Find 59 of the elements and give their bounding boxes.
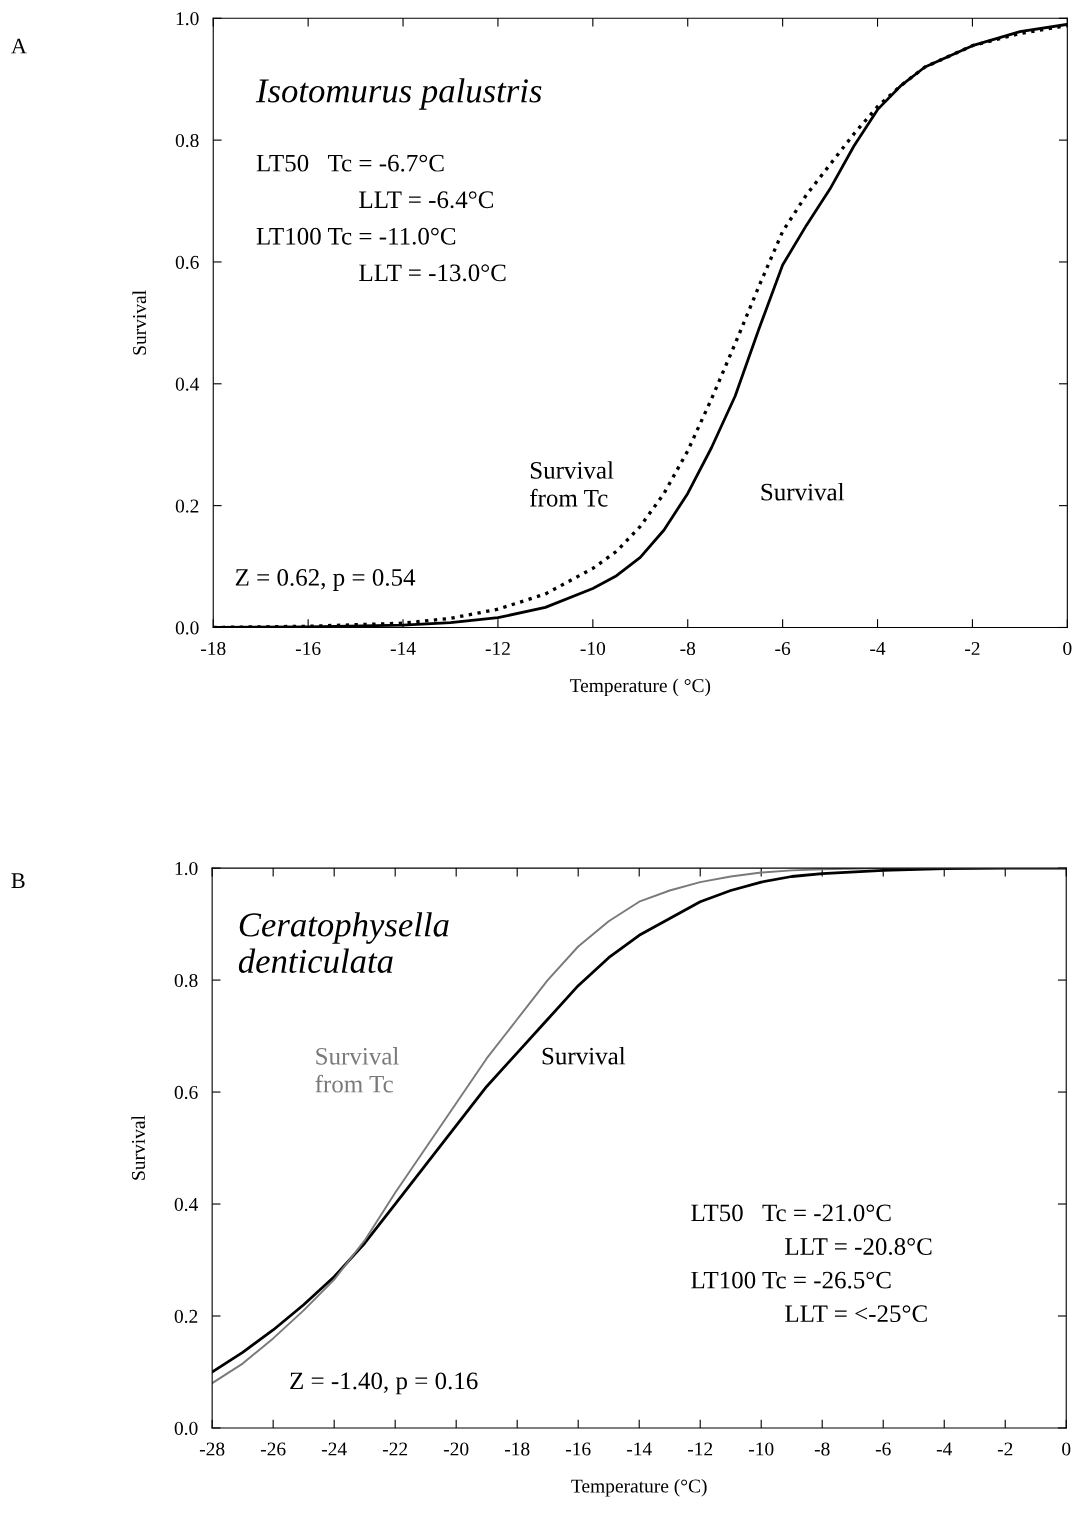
y-tick-label: 0.2 [175,499,199,513]
annotation: Ceratophysella denticulata [238,912,449,974]
text: B [11,873,25,888]
x-tick-label: -24 [321,1442,347,1456]
x-tick-label: -4 [870,642,886,655]
x-axis-title: Temperature ( °C) [569,678,711,697]
x-tick-label: 0 [1062,1442,1071,1456]
x-axis-title: Temperature (°C) [571,1478,707,1497]
x-tick-label: -16 [565,1442,591,1456]
x-tick-label: -8 [680,641,696,656]
x-tick-label: -26 [260,1442,286,1456]
x-tick-label: -20 [443,1442,469,1456]
x-tick-label: -2 [997,1442,1013,1456]
x-tick-label: -6 [775,641,791,656]
x-tick-label: -18 [504,1442,530,1456]
annotation: Z = 0.62, p = 0.54 [235,568,416,591]
x-tick-label: 0 [1063,641,1072,656]
x-tick-label: -28 [199,1442,225,1456]
annotation: LLT = <-25°C [785,1305,927,1323]
x-tick-label: -6 [875,1442,891,1456]
y-tick-label: 1.0 [176,12,199,26]
text: Survival from Tc [315,1047,399,1093]
x-tick-label: -12 [687,1442,713,1456]
y-tick-label: 0.4 [175,377,200,391]
y-axis-title: Survival [132,290,147,355]
x-tick-label: -10 [748,1442,774,1456]
y-tick-label: 0.0 [175,621,199,635]
y-tick-label: 0.4 [174,1197,198,1212]
x-tick-label: -4 [936,1442,953,1456]
y-tick-label: 0.6 [175,255,199,269]
x-tick-label: -12 [485,641,510,655]
text: Survival [761,482,845,501]
annotation: LT100 Tc = -11.0°C [256,227,456,245]
annotation: LLT = -13.0°C [359,264,506,282]
annotation: LT50 Tc = -6.7°C [256,154,444,172]
y-tick-label: 0.6 [174,1085,198,1100]
text: A [11,38,27,54]
annotation: Z = -1.40, p = 0.16 [290,1372,478,1395]
x-tick-label: -14 [626,1442,652,1456]
annotation: LLT = -20.8°C [785,1238,932,1256]
y-tick-label: 1.0 [175,861,198,876]
x-tick-label: -10 [580,641,606,656]
x-tick-label: -14 [390,642,416,655]
annotation: LT100 Tc = -26.5°C [691,1271,891,1289]
y-axis-title: Survival [131,1115,146,1180]
series-label: Survival from Tc [530,461,614,507]
x-tick-label: -8 [814,1442,830,1456]
y-tick-label: 0.8 [175,133,199,148]
x-tick-label: -18 [201,641,226,656]
annotation: LLT = -6.4°C [359,191,493,209]
y-tick-label: 0.2 [174,1309,198,1324]
y-tick-label: 0.8 [174,973,198,988]
x-tick-label: -22 [382,1442,408,1456]
x-tick-label: -2 [965,641,980,655]
annotation: LT50 Tc = -21.0°C [691,1204,891,1222]
x-tick-label: -16 [295,641,321,656]
y-tick-label: 0.0 [174,1421,198,1435]
annotation: Isotomurus palustris [255,78,542,110]
series-label: Survival [542,1046,626,1065]
